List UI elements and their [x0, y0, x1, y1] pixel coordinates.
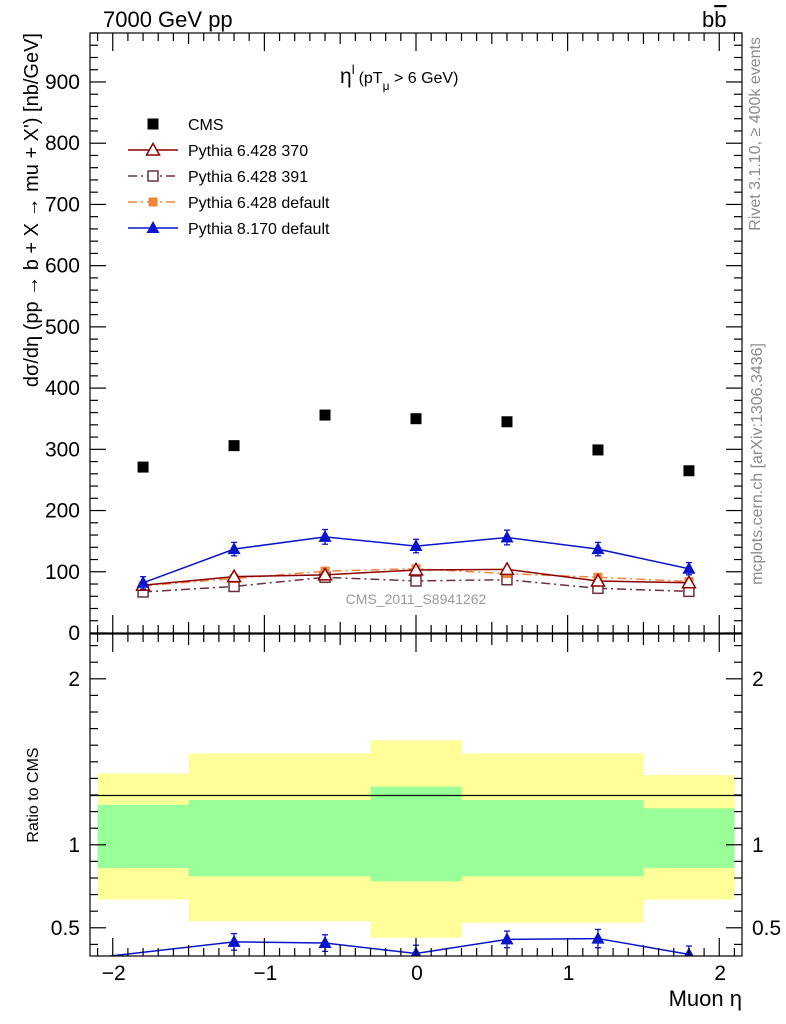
x-tick-label: 1: [563, 962, 575, 985]
point-p391: [410, 575, 422, 587]
legend-marker-cms: [147, 118, 159, 130]
legend-item-cms: CMS: [147, 117, 224, 134]
ratio-point-p8def: [500, 932, 514, 945]
point-cms: [410, 413, 422, 425]
ratio-y-tick-label-right: 2: [752, 668, 764, 691]
legend-label-p6def: Pythia 6.428 default: [188, 195, 330, 212]
ratio-y-tick-label-right: 1: [752, 834, 764, 857]
main-y-tick-label: 200: [45, 500, 80, 523]
ratio-point-p8def: [318, 936, 332, 949]
point-cms: [228, 440, 240, 452]
point-p8def: [682, 561, 696, 574]
main-plot-area: [135, 409, 697, 598]
main-y-tick-label: 300: [45, 438, 80, 461]
legend-label-p8def: Pythia 8.170 default: [188, 221, 330, 238]
main-y-tick-label: 500: [45, 316, 80, 339]
series-p8def: [136, 528, 696, 590]
ratio-y-tick-label: 2: [68, 668, 80, 691]
point-p370: [590, 572, 606, 587]
point-p370: [499, 561, 515, 576]
main-title: ηl(pTμ > 6 GeV): [340, 62, 458, 93]
legend-marker-p8def: [146, 221, 160, 233]
point-p370: [681, 574, 697, 589]
point-p8def: [591, 542, 605, 555]
x-tick-label: 2: [714, 962, 726, 985]
series-cms: [137, 409, 695, 477]
main-y-tick-label: 700: [45, 193, 80, 216]
main-y-axis-label: dσ/dη (pp → b + X → mu + X') [nb/GeV]: [21, 33, 43, 387]
point-p8def: [136, 575, 150, 588]
series-p391: [137, 571, 695, 598]
band-green-1: [188, 799, 371, 877]
point-p370: [317, 566, 333, 581]
ratio-uncertainty-bands: [97, 740, 735, 938]
legend: CMS Pythia 6.428 370 Pythia 6.428 391 Pythi…: [128, 117, 330, 238]
x-tick-label: −1: [253, 962, 277, 985]
legend-label-p391: Pythia 6.428 391: [188, 169, 308, 186]
ratio-point-p8def: [46, 956, 59, 968]
legend-item-p6def: Pythia 6.428 default: [128, 195, 330, 212]
point-cms: [592, 444, 604, 456]
legend-item-p8def: Pythia 8.170 default: [128, 221, 330, 238]
ratio-point-p8def: [227, 934, 241, 947]
band-green-2: [370, 786, 462, 882]
legend-label-p370: Pythia 6.428 370: [188, 143, 308, 160]
point-cms: [319, 409, 331, 421]
legend-marker-p391: [147, 170, 159, 182]
legend-item-p370: Pythia 6.428 370: [128, 141, 308, 160]
x-tick-label: −2: [102, 962, 126, 985]
header-left: 7000 GeV pp: [103, 7, 233, 32]
ratio-point-p8def: [591, 931, 605, 944]
point-p8def: [318, 529, 332, 542]
main-y-tick-label: 0: [68, 622, 80, 645]
x-axis-label: Muon η: [669, 986, 742, 1011]
band-green-3: [461, 799, 644, 877]
point-p370: [226, 568, 242, 583]
point-p8def: [227, 542, 241, 555]
ratio-y-tick-label: 0.5: [51, 917, 80, 940]
point-cms: [137, 461, 149, 473]
point-cms: [683, 465, 695, 477]
band-green-4: [643, 808, 735, 869]
header-right-bar: b: [714, 7, 726, 32]
point-cms: [501, 416, 513, 428]
rivet-label: Rivet 3.1.10, ≥ 400k events: [747, 37, 764, 231]
watermark: CMS_2011_S8941262: [346, 591, 487, 607]
ratio-y-axis-label: Ratio to CMS: [25, 747, 42, 842]
point-p370: [408, 561, 424, 576]
main-y-tick-label: 900: [45, 71, 80, 94]
band-green-0: [97, 804, 189, 869]
legend-marker-p6def: [148, 197, 158, 207]
mcplots-label: mcplots.cern.ch [arXiv:1306.3436]: [749, 343, 766, 585]
axes: 0 100 200 300 400 500 600 700 800 900 −2 −1 0 1 2 0.5 0.…: [45, 32, 781, 985]
legend-item-p391: Pythia 6.428 391: [128, 169, 308, 186]
main-y-tick-label: 100: [45, 561, 80, 584]
header-right: bb: [702, 7, 727, 32]
point-p8def: [500, 530, 514, 543]
main-y-tick-label: 400: [45, 377, 80, 400]
ratio-y-tick-label-right: 0.5: [752, 917, 781, 940]
main-y-tick-label: 600: [45, 255, 80, 278]
legend-marker-p370: [145, 141, 161, 156]
x-tick-label: 0: [411, 962, 423, 985]
legend-label-cms: CMS: [188, 117, 224, 134]
point-p8def: [409, 539, 423, 552]
ratio-y-tick-label: 1: [68, 834, 80, 857]
main-y-tick-label: 800: [45, 132, 80, 155]
